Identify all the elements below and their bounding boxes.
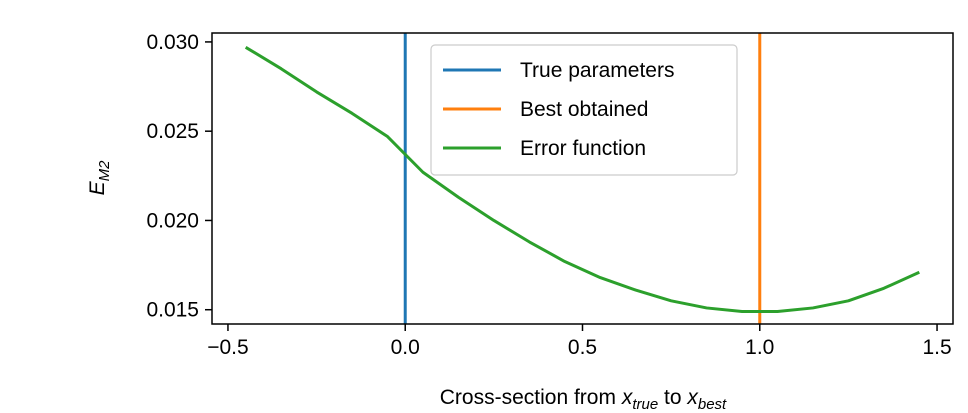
legend-label: True parameters xyxy=(520,59,674,82)
x-axis-label: Cross-section from xtrue to xbest xyxy=(440,386,727,413)
x-tick-label: 1.0 xyxy=(745,336,774,359)
y-axis-label: EM2 xyxy=(86,160,113,196)
x-tick-label: −0.5 xyxy=(207,336,248,359)
y-tick-label: 0.030 xyxy=(146,31,199,54)
y-tick-label: 0.015 xyxy=(146,299,199,322)
ticks: −0.5 0.0 0.5 1.0 1.5 0.015 0.020 0.025 0.030 xyxy=(146,31,951,359)
x-axis-label-prefix: Cross-section from xyxy=(440,386,622,409)
y-tick-label: 0.025 xyxy=(146,120,199,143)
x-axis-sub-true: true xyxy=(632,396,658,413)
y-axis-var: E xyxy=(86,180,109,195)
legend: True parameters Best obtained Error functi… xyxy=(430,44,738,176)
x-axis-var-best: x xyxy=(686,386,699,409)
x-axis-var-true: x xyxy=(621,386,634,409)
y-axis-sub: M2 xyxy=(96,160,113,181)
x-axis-sub-best: best xyxy=(698,396,727,413)
x-tick-label: 1.5 xyxy=(922,336,951,359)
x-tick-label: 0.0 xyxy=(391,336,420,359)
legend-box xyxy=(430,44,738,176)
legend-label: Best obtained xyxy=(520,98,648,121)
series-line-2 xyxy=(244,45,920,313)
x-axis-label-mid: to xyxy=(658,386,687,409)
y-tick-label: 0.020 xyxy=(146,209,199,232)
x-tick-label: 0.5 xyxy=(568,336,597,359)
plot-area xyxy=(244,33,920,324)
legend-label: Error function xyxy=(520,137,646,160)
